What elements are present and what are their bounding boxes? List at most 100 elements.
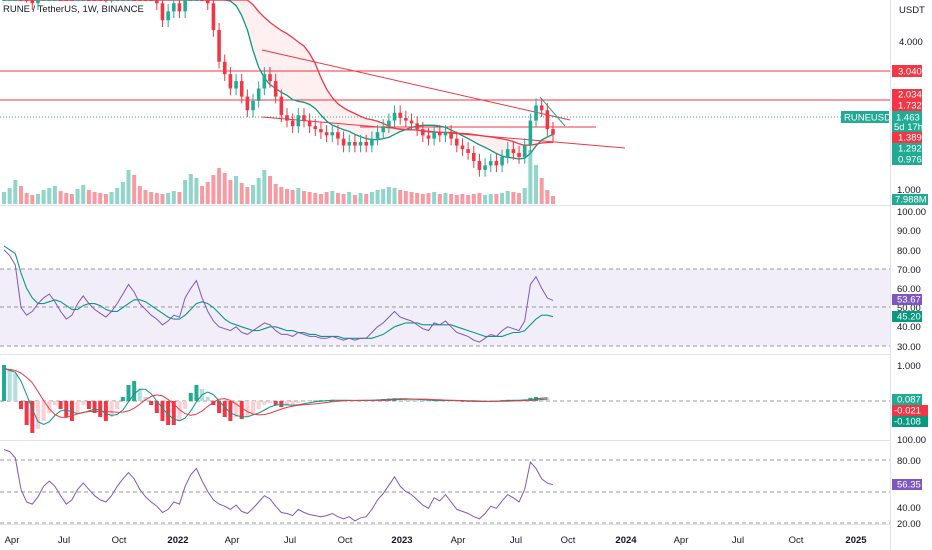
macd-hist-bar — [409, 399, 414, 401]
macd-hist-bar — [420, 400, 425, 401]
symbol-badge[interactable] — [841, 111, 889, 123]
candle-body — [381, 126, 386, 133]
stoch-tick: 100.00 — [897, 435, 926, 446]
volume-bar — [160, 194, 165, 204]
currency-label: USDT — [899, 5, 925, 16]
candle-body — [477, 161, 482, 170]
volume-bar — [98, 193, 103, 204]
volume-bar — [109, 192, 114, 204]
volume-bar — [188, 174, 193, 204]
last-price-text: 1.463 — [896, 113, 920, 124]
candle-body — [58, 0, 63, 1]
volume-bar — [154, 193, 159, 204]
time-label: Oct — [561, 535, 576, 546]
volume-bar — [245, 187, 250, 204]
candle-body — [166, 11, 170, 21]
candle-body — [98, 0, 103, 1]
macd-hist-bar — [183, 401, 188, 409]
volume-bar — [41, 190, 46, 204]
macd-series[interactable] — [2, 365, 550, 433]
macd-hist-bar — [154, 401, 159, 413]
volume-bar — [143, 190, 148, 204]
macd-hist-bar — [194, 385, 199, 401]
candle-body — [387, 120, 391, 127]
stoch-line[interactable] — [3, 449, 554, 522]
volume-bar — [449, 194, 454, 204]
candle-body — [268, 74, 272, 82]
rsi-tick: 70.00 — [897, 265, 921, 276]
volume-bar — [222, 173, 227, 204]
volume-bar — [205, 182, 210, 204]
macd-hist-bar — [160, 401, 165, 421]
candle-body — [551, 129, 555, 135]
candle-body — [245, 96, 250, 111]
time-label: 2024 — [615, 535, 637, 546]
volume-bar — [551, 196, 555, 204]
candle-body — [404, 117, 408, 121]
ma-fast-line — [4, 0, 554, 160]
candle-body — [500, 156, 504, 166]
level-tag — [892, 65, 922, 77]
candle-body — [432, 132, 436, 139]
stoch-levels — [0, 459, 890, 524]
stoch-axis: 100.00 80.00 40.00 20.00 56.35 — [892, 435, 926, 530]
candle-body — [392, 112, 397, 121]
macd-hist-bar — [24, 401, 29, 425]
volume-bars[interactable] — [2, 150, 555, 204]
macd-hist-bar — [81, 401, 86, 405]
macd-hist-bar — [262, 401, 267, 405]
candle-body — [211, 3, 216, 31]
volume-bar — [403, 191, 408, 204]
volume-bar — [171, 191, 176, 204]
candle-body — [109, 0, 114, 1]
price-pane[interactable] — [0, 0, 890, 205]
volume-bar — [528, 150, 533, 204]
macd-hist-bar — [109, 401, 114, 417]
macd-hist-bar — [228, 401, 233, 421]
volume-bar — [177, 192, 182, 204]
volume-bar — [126, 170, 131, 204]
volume-bar — [149, 192, 154, 204]
candle-body — [517, 152, 521, 157]
stoch-tick: 40.00 — [897, 503, 921, 514]
candle-body — [511, 149, 516, 153]
volume-bar — [341, 194, 346, 204]
macd-hist-bar — [98, 401, 103, 417]
candle-body — [319, 129, 323, 133]
volume-bar — [268, 176, 273, 204]
rsi-lines[interactable] — [3, 245, 554, 343]
volume-bar — [18, 186, 23, 204]
macd-hist-bar — [460, 401, 465, 402]
volume-bar — [375, 190, 380, 204]
last-price-tag[interactable]: RUNEUSDT 1.463 5d 17h — [841, 111, 923, 133]
time-label: Jul — [284, 535, 296, 546]
level-tag-text: 1.292 — [898, 144, 922, 155]
macd-hist-bar — [52, 401, 57, 405]
volume-bar — [386, 187, 391, 204]
macd-hist-bar — [35, 401, 40, 429]
time-axis[interactable]: Apr Jul Oct 2022 Apr Jul Oct 2023 Apr Jul Oct 2024 A… — [5, 535, 868, 546]
candle-body — [19, 0, 23, 1]
countdown-text: 5d 17h — [894, 122, 923, 133]
macd-hist-bar — [69, 401, 74, 421]
macd-hist-bar — [58, 401, 63, 409]
level-tag-text: 1.389 — [898, 133, 922, 144]
rsi-tick: 100.00 — [897, 207, 926, 218]
macd-hist-bar — [454, 401, 459, 402]
macd-hist-bar — [307, 401, 312, 402]
volume-bar — [460, 194, 465, 204]
volume-bar — [381, 189, 386, 204]
volume-bar — [239, 183, 244, 204]
macd-hist-bar — [188, 393, 193, 401]
volume-bar — [398, 190, 403, 204]
candles[interactable] — [2, 0, 555, 177]
rsi-tick: 50.00 — [897, 303, 921, 314]
macd-hist-bar — [234, 401, 239, 417]
volume-bar — [500, 193, 505, 204]
time-label: Apr — [5, 535, 20, 546]
candle-body — [64, 0, 69, 1]
candle-body — [488, 161, 493, 166]
candle-body — [454, 138, 459, 146]
volume-bar — [2, 192, 6, 204]
